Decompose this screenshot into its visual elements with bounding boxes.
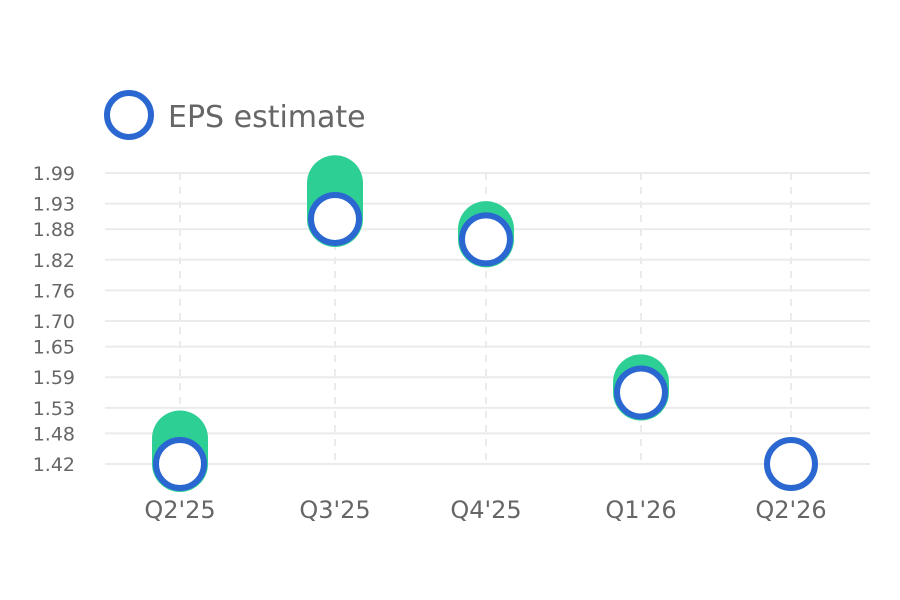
data-marks: [152, 155, 818, 492]
x-tick-label: Q4'25: [450, 496, 521, 524]
estimate-marker: [614, 365, 668, 420]
x-tick-label: Q2'26: [755, 496, 826, 524]
y-tick-label: 1.70: [33, 311, 75, 333]
y-tick-label: 1.59: [33, 367, 75, 389]
legend-label: EPS estimate: [168, 100, 366, 135]
y-tick-label: 1.93: [33, 194, 75, 216]
legend: EPS estimate: [104, 90, 366, 140]
estimate-marker: [459, 212, 513, 267]
y-tick-label: 1.88: [33, 219, 75, 241]
y-tick-label: 1.82: [33, 250, 75, 272]
x-tick-label: Q2'25: [144, 496, 215, 524]
estimate-marker: [153, 437, 207, 491]
y-tick-label: 1.76: [33, 280, 75, 302]
y-tick-label: 1.65: [33, 337, 75, 359]
x-axis-ticks: Q2'25 Q3'25 Q4'25 Q1'26 Q2'26: [144, 496, 826, 524]
y-axis-ticks: 1.42 1.48 1.53 1.59 1.65 1.70 1.76 1.82 1.88 1.93…: [33, 163, 75, 476]
grid-layer: [105, 172, 870, 465]
estimate-marker: [764, 437, 818, 491]
y-tick-label: 1.48: [33, 423, 75, 445]
y-tick-label: 1.99: [33, 163, 75, 185]
x-tick-label: Q1'26: [605, 496, 676, 524]
y-tick-label: 1.53: [33, 398, 75, 420]
x-tick-label: Q3'25: [299, 496, 370, 524]
estimate-marker: [308, 191, 362, 246]
y-tick-label: 1.42: [33, 454, 75, 476]
legend-marker: [104, 90, 154, 140]
